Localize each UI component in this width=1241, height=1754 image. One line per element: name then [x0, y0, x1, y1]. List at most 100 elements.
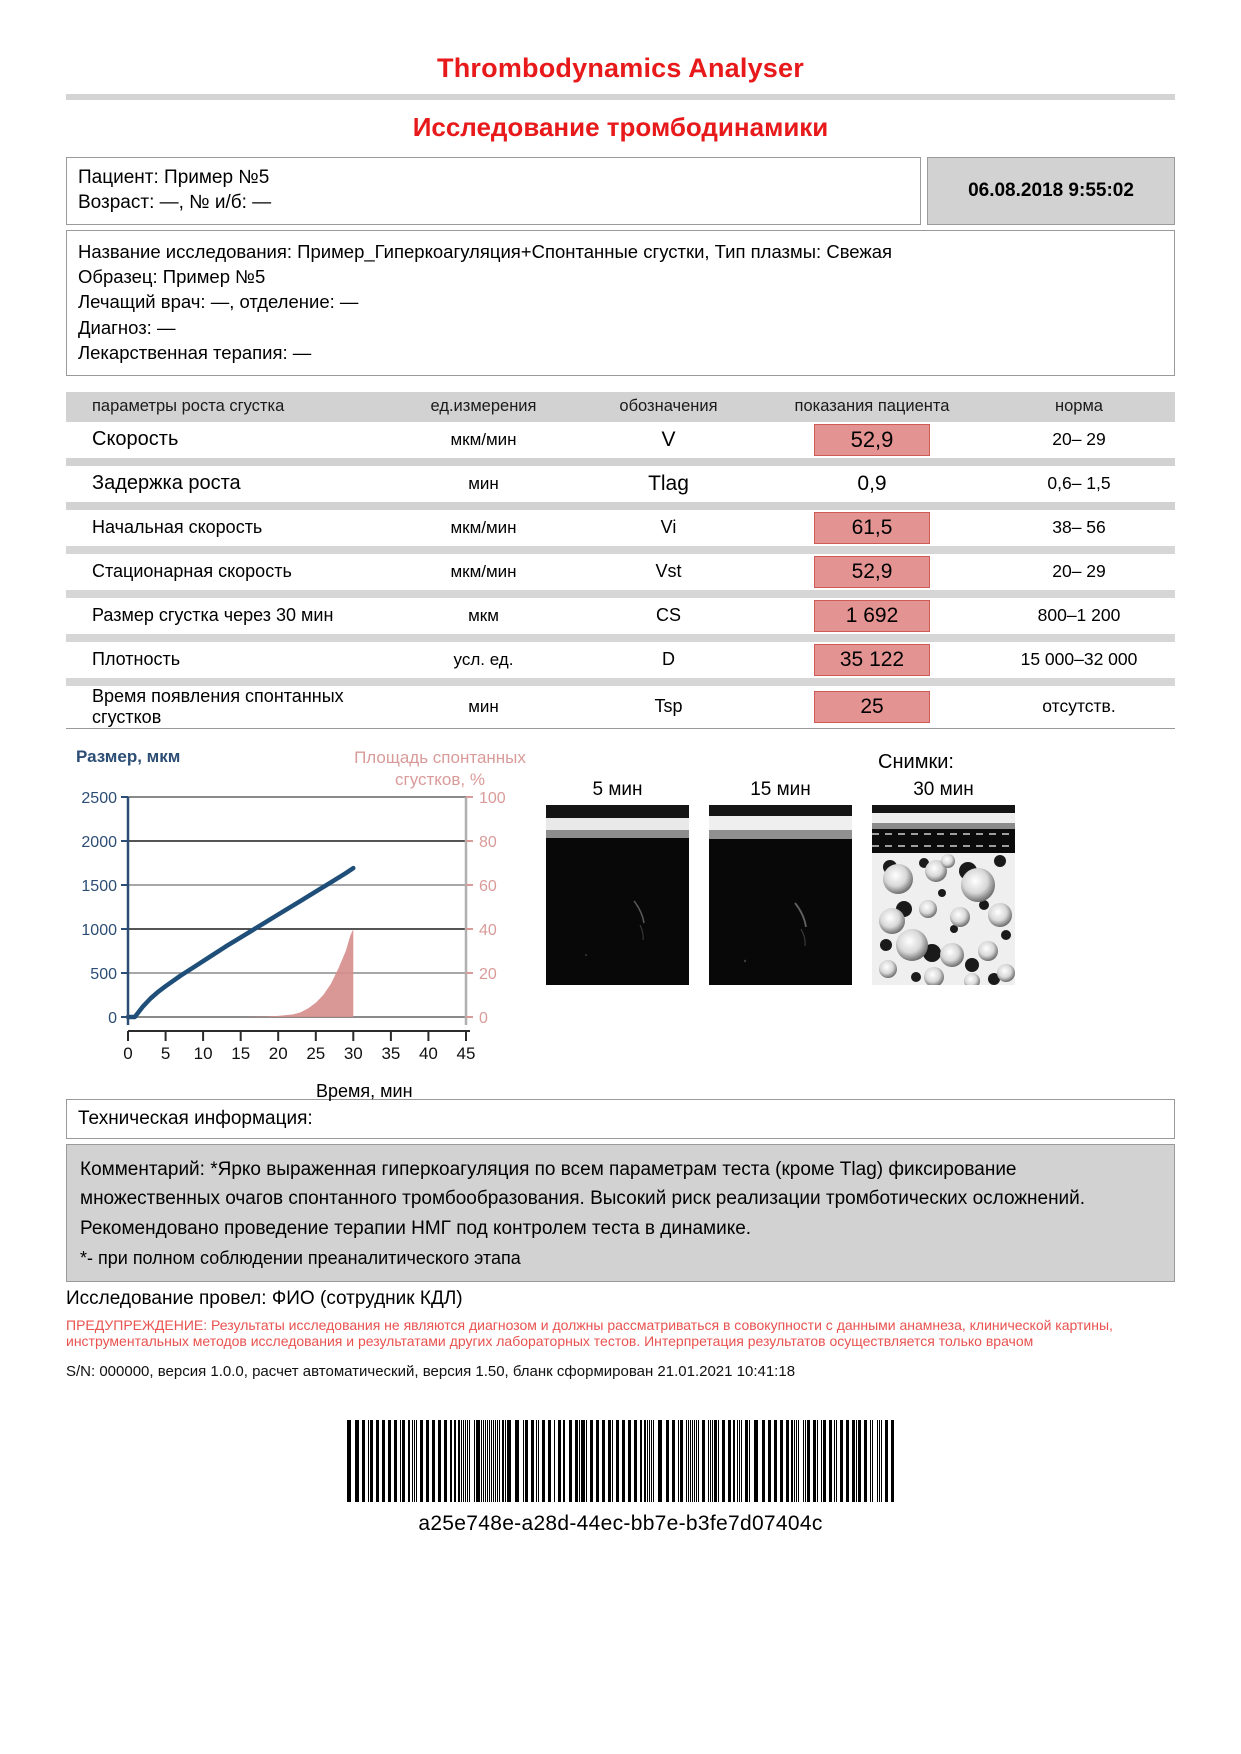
svg-text:15: 15 — [231, 1044, 250, 1063]
param-norm: 800–1 200 — [1037, 605, 1121, 626]
patient-age-id: Возраст: —, № и/б: — — [78, 192, 272, 214]
param-symbol: Tsp — [654, 696, 683, 717]
param-symbol: Tlag — [648, 471, 689, 495]
patient-strip: Пациент: Пример №5 Возраст: —, № и/б: — … — [66, 157, 1175, 226]
svg-text:25: 25 — [306, 1044, 325, 1063]
param-unit: мин — [468, 473, 499, 493]
svg-text:2500: 2500 — [81, 790, 117, 807]
param-value: 35 122 — [761, 642, 983, 678]
svg-text:500: 500 — [90, 966, 117, 983]
performer-line: Исследование провел: ФИО (сотрудник КДЛ) — [66, 1288, 463, 1310]
table-row: Начальная скорость мкм/мин Vi 61,5 38– 56 — [66, 510, 1175, 546]
param-norm: 20– 29 — [1052, 561, 1106, 582]
svg-text:45: 45 — [457, 1044, 476, 1063]
svg-text:1500: 1500 — [81, 878, 117, 895]
param-norm: 38– 56 — [1052, 517, 1106, 538]
param-unit: мкм/мин — [450, 517, 517, 537]
param-name: Скорость — [92, 428, 179, 451]
snapshot-image-15min — [709, 804, 852, 985]
patient-name: Пациент: Пример №5 — [78, 167, 270, 188]
row-separator — [66, 457, 1175, 466]
barcode-zone: a25e748e-a28d-44ec-bb7e-b3fe7d07404c — [0, 1420, 1241, 1536]
page-title: Thrombodynamics Analyser — [437, 53, 804, 83]
report-datetime: 06.08.2018 9:55:02 — [927, 157, 1175, 226]
param-unit: мкм — [468, 605, 499, 625]
abnormal-value-chip: 1 692 — [814, 600, 930, 632]
row-separator — [66, 545, 1175, 554]
abnormal-value-chip: 52,9 — [814, 423, 930, 457]
param-name: Размер сгустка через 30 мин — [92, 605, 334, 626]
chart-y2-axis-title: Площадь спонтанных сгустков, % — [354, 747, 526, 790]
snapshot-caption: 15 мин — [750, 778, 811, 800]
table-row: Время появления спонтанных сгустков мин Ts… — [66, 686, 1175, 728]
param-unit: усл. ед. — [453, 649, 514, 669]
svg-text:10: 10 — [194, 1044, 213, 1063]
header-divider — [66, 94, 1175, 100]
results-table: параметры роста сгустка ед.измерения обозн… — [66, 391, 1175, 729]
param-name: Время появления спонтанных сгустков — [92, 685, 344, 727]
svg-text:40: 40 — [419, 1044, 438, 1063]
param-symbol: CS — [655, 605, 681, 626]
column-header: показания пациента — [761, 391, 983, 422]
svg-text:35: 35 — [381, 1044, 400, 1063]
table-header-row: параметры роста сгустка ед.измерения обозн… — [66, 391, 1175, 422]
chart-and-snapshots: Размер, мкм Площадь спонтанных сгустков,… — [66, 746, 1175, 1101]
param-norm: 20– 29 — [1052, 429, 1106, 450]
snapshots-row: 5 мин 15 мин — [546, 779, 1016, 985]
table-row: Задержка роста мин Tlag 0,9 0,6– 1,5 — [66, 466, 1175, 502]
param-norm: отсутств. — [1042, 696, 1116, 717]
table-row: Размер сгустка через 30 мин мкм CS 1 692 800… — [66, 598, 1175, 634]
barcode-value: a25e748e-a28d-44ec-bb7e-b3fe7d07404c — [418, 1512, 823, 1535]
svg-text:2000: 2000 — [81, 834, 117, 851]
snapshot-caption: 5 мин — [592, 778, 643, 800]
chart-x-axis-title: Время, мин — [316, 1080, 413, 1101]
row-separator — [66, 589, 1175, 598]
row-separator — [66, 633, 1175, 642]
param-norm: 0,6– 1,5 — [1047, 473, 1111, 494]
snapshot-item: 5 мин — [546, 779, 689, 985]
barcode-image — [340, 1420, 901, 1502]
snapshot-caption: 30 мин — [913, 778, 974, 800]
column-header: норма — [983, 391, 1175, 422]
param-value: 52,9 — [761, 554, 983, 590]
param-value: 25 — [761, 686, 983, 728]
param-unit: мин — [468, 696, 499, 716]
column-header: ед.измерения — [391, 391, 576, 422]
param-name: Плотность — [92, 649, 181, 670]
warning-text: ПРЕДУПРЕЖДЕНИЕ: Результаты исследования … — [66, 1317, 1113, 1349]
study-doctor: Лечащий врач: —, отделение: — — [78, 291, 359, 313]
param-norm: 15 000–32 000 — [1020, 649, 1138, 670]
table-row: Скорость мкм/мин V 52,9 20– 29 — [66, 422, 1175, 458]
serial-line: S/N: 000000, версия 1.0.0, расчет автома… — [66, 1363, 796, 1381]
table-bottom-rule — [66, 727, 1175, 729]
svg-text:0: 0 — [123, 1044, 132, 1063]
param-value: 0,9 — [857, 471, 887, 495]
param-symbol: Vst — [655, 561, 682, 582]
param-value: 61,5 — [761, 510, 983, 546]
param-symbol: Vi — [660, 517, 677, 538]
param-symbol: V — [661, 427, 676, 451]
comment-box: Комментарий: *Ярко выраженная гиперкоагу… — [66, 1143, 1175, 1283]
comment-footnote: *- при полном соблюдении преаналитическо… — [80, 1248, 521, 1269]
chart-y-axis-title: Размер, мкм — [76, 746, 181, 766]
param-name: Начальная скорость — [92, 517, 263, 538]
svg-text:0: 0 — [108, 1010, 117, 1027]
svg-text:80: 80 — [479, 834, 497, 851]
svg-text:20: 20 — [269, 1044, 288, 1063]
svg-text:5: 5 — [161, 1044, 170, 1063]
snapshot-image-30min — [872, 804, 1015, 985]
param-unit: мкм/мин — [450, 429, 517, 449]
snapshot-image-5min — [546, 804, 689, 985]
technical-info-box: Техническая информация: — [66, 1098, 1175, 1139]
study-sample: Образец: Пример №5 — [78, 266, 266, 288]
column-header: обозначения — [576, 391, 761, 422]
table-row: Стационарная скорость мкм/мин Vst 52,9 20– 2… — [66, 554, 1175, 590]
abnormal-value-chip: 61,5 — [814, 512, 930, 544]
study-diagnosis: Диагноз: — — [78, 316, 176, 338]
param-name: Стационарная скорость — [92, 561, 292, 582]
param-symbol: D — [662, 649, 675, 670]
snapshot-item: 15 мин — [709, 779, 852, 985]
param-unit: мкм/мин — [450, 561, 517, 581]
svg-text:30: 30 — [344, 1044, 363, 1063]
svg-text:60: 60 — [479, 878, 497, 895]
